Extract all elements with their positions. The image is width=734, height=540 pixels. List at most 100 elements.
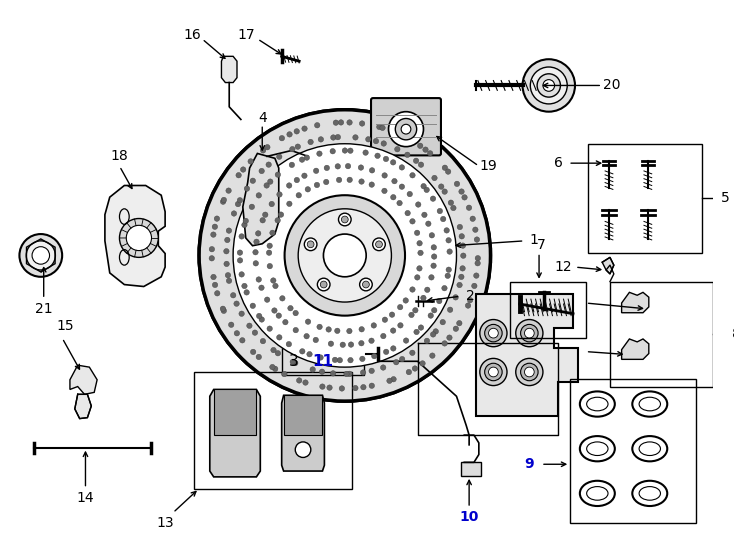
Circle shape	[290, 146, 295, 152]
Circle shape	[413, 366, 418, 371]
Circle shape	[398, 322, 403, 328]
Circle shape	[271, 278, 276, 283]
Circle shape	[335, 134, 341, 140]
Circle shape	[430, 332, 436, 337]
Circle shape	[360, 356, 365, 362]
Circle shape	[264, 297, 270, 302]
Circle shape	[418, 162, 424, 167]
Circle shape	[446, 238, 451, 243]
Circle shape	[243, 218, 249, 224]
Circle shape	[415, 202, 421, 207]
Circle shape	[293, 327, 299, 333]
Circle shape	[269, 364, 275, 370]
Circle shape	[346, 328, 352, 334]
Circle shape	[410, 219, 415, 224]
Circle shape	[239, 311, 244, 316]
Circle shape	[460, 243, 465, 248]
Circle shape	[366, 137, 371, 142]
Circle shape	[448, 200, 454, 205]
Polygon shape	[222, 56, 237, 83]
Circle shape	[418, 250, 424, 255]
Circle shape	[413, 158, 419, 164]
Bar	[462, 462, 481, 476]
Circle shape	[421, 184, 426, 189]
Bar	[588, 144, 702, 253]
Circle shape	[417, 266, 422, 271]
Circle shape	[211, 274, 217, 280]
Circle shape	[256, 193, 261, 198]
Circle shape	[389, 312, 395, 318]
Circle shape	[397, 200, 402, 206]
Circle shape	[396, 131, 401, 137]
Circle shape	[32, 247, 49, 264]
Circle shape	[324, 165, 330, 171]
Circle shape	[382, 317, 388, 322]
Circle shape	[359, 179, 364, 184]
Circle shape	[381, 333, 386, 339]
Circle shape	[410, 173, 415, 178]
Circle shape	[231, 211, 236, 216]
Circle shape	[256, 354, 261, 360]
Circle shape	[305, 319, 310, 325]
Circle shape	[459, 234, 465, 239]
Polygon shape	[622, 339, 649, 359]
Circle shape	[430, 196, 436, 201]
Polygon shape	[105, 186, 165, 287]
Circle shape	[480, 359, 507, 386]
Circle shape	[233, 144, 457, 367]
Circle shape	[330, 148, 335, 154]
Text: 15: 15	[57, 319, 74, 333]
Polygon shape	[214, 389, 256, 435]
Circle shape	[360, 121, 365, 126]
Circle shape	[353, 134, 358, 140]
Circle shape	[302, 126, 308, 131]
Circle shape	[212, 282, 218, 288]
Circle shape	[286, 183, 292, 188]
Circle shape	[442, 341, 447, 346]
Circle shape	[226, 188, 231, 193]
Circle shape	[241, 284, 247, 289]
Circle shape	[438, 184, 444, 190]
Circle shape	[308, 241, 314, 248]
Polygon shape	[243, 153, 279, 246]
Circle shape	[397, 305, 403, 310]
Circle shape	[252, 330, 258, 335]
Circle shape	[474, 237, 479, 242]
Circle shape	[228, 322, 234, 327]
Circle shape	[358, 165, 363, 170]
Circle shape	[387, 378, 392, 383]
Circle shape	[333, 120, 338, 125]
Circle shape	[320, 281, 327, 288]
Circle shape	[359, 327, 364, 332]
Circle shape	[275, 350, 280, 356]
Circle shape	[272, 308, 277, 313]
Circle shape	[432, 307, 437, 313]
Text: 2: 2	[466, 289, 474, 303]
Polygon shape	[282, 395, 324, 471]
Circle shape	[446, 169, 451, 174]
Circle shape	[348, 148, 353, 153]
Circle shape	[259, 285, 264, 291]
Circle shape	[324, 179, 329, 185]
Circle shape	[239, 272, 244, 277]
Circle shape	[221, 197, 227, 202]
Polygon shape	[602, 258, 614, 274]
Circle shape	[254, 239, 259, 245]
Circle shape	[396, 118, 417, 140]
Circle shape	[237, 198, 243, 203]
Circle shape	[317, 324, 322, 329]
Circle shape	[399, 184, 404, 190]
Circle shape	[209, 246, 214, 252]
Text: 19: 19	[480, 159, 498, 173]
Circle shape	[431, 263, 436, 268]
Circle shape	[249, 204, 255, 210]
Circle shape	[473, 227, 478, 232]
Circle shape	[326, 327, 331, 332]
Circle shape	[278, 212, 284, 217]
Circle shape	[275, 218, 280, 223]
Circle shape	[277, 335, 282, 340]
Polygon shape	[75, 394, 91, 418]
Circle shape	[489, 367, 498, 377]
Circle shape	[345, 164, 351, 169]
Circle shape	[344, 371, 349, 376]
